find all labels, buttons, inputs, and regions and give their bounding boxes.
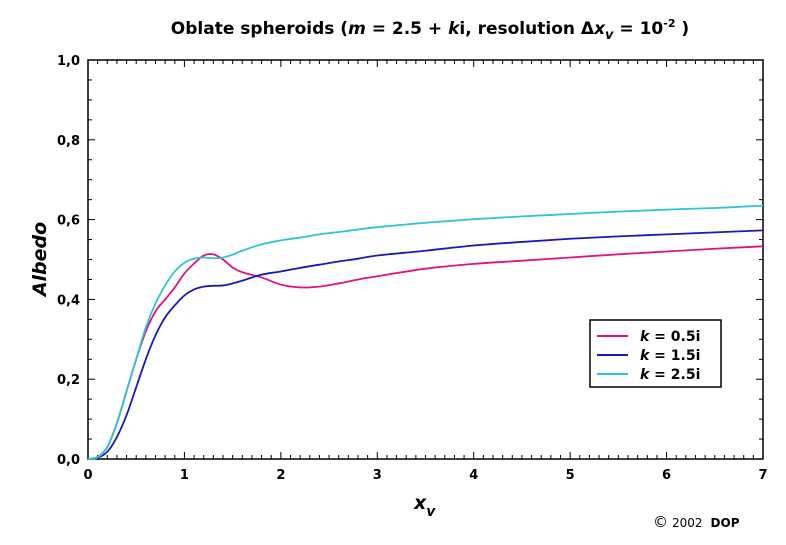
x-axis-label: xv (413, 492, 436, 520)
y-tick-label: 0,6 (57, 214, 80, 229)
x-tick-label: 6 (662, 468, 671, 483)
x-tick-label: 7 (758, 468, 767, 483)
series-line-2 (87, 229, 764, 460)
y-tick-label: 0,8 (57, 134, 80, 149)
chart-title: Oblate spheroids (m = 2.5 + ki, resoluti… (171, 17, 689, 43)
legend-label-k-1-5i: k = 1.5i (640, 348, 700, 364)
x-tick-label: 5 (566, 468, 575, 483)
series-lines (87, 204, 764, 460)
x-tick-label: 4 (469, 468, 478, 483)
x-tick-label: 0 (83, 468, 92, 483)
copyright-icon: © (653, 513, 668, 531)
legend-label-k-2-5i: k = 2.5i (640, 367, 700, 383)
axis-ticks (87, 59, 764, 460)
y-axis-label: Albedo (29, 222, 51, 298)
x-tick-label: 1 (180, 468, 189, 483)
y-tick-label: 0,4 (57, 293, 80, 308)
y-tick-label: 1,0 (57, 54, 80, 69)
legend-label-k-0-5i: k = 0.5i (640, 329, 700, 345)
x-tick-label: 2 (276, 468, 285, 483)
y-tick-label: 0,2 (57, 373, 80, 388)
y-tick-label: 0,0 (57, 453, 80, 468)
tick-labels: 0 1 2 3 4 5 6 7 0,0 0,2 0,4 0,6 0,8 1,0 (57, 54, 768, 483)
x-tick-label: 3 (373, 468, 382, 483)
series-line-3 (87, 204, 764, 460)
legend-box (589, 319, 722, 388)
legend: k = 0.5i k = 1.5i k = 2.5i (589, 319, 722, 388)
copyright-note: © 2002 DOP (653, 513, 740, 531)
